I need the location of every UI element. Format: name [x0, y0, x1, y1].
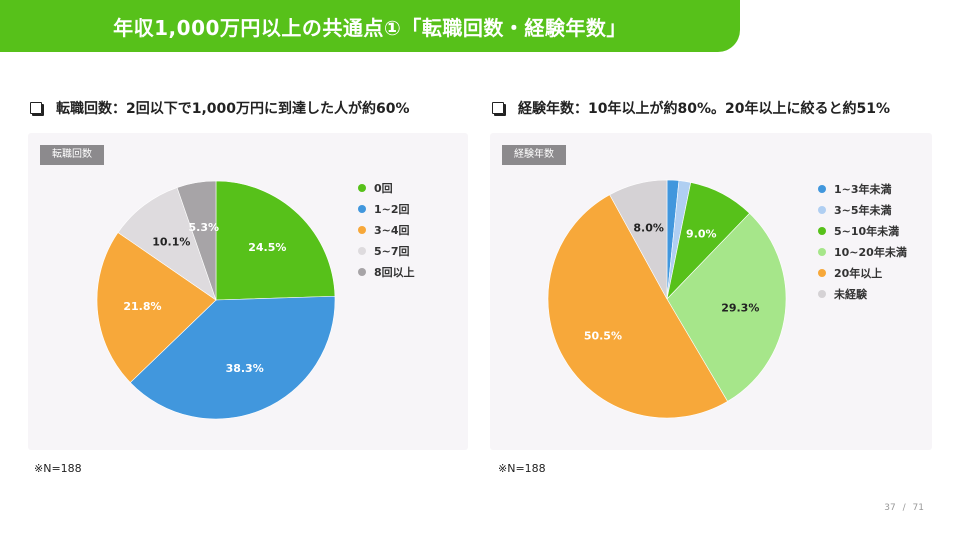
- legend-dot-icon: [358, 246, 366, 255]
- left-heading: 転職回数：2回以下で1,000万円に到達した人が約60%: [30, 98, 410, 118]
- pie-slice: [129, 295, 336, 420]
- legend-dot-icon: [358, 183, 366, 192]
- pie-slice: [666, 212, 787, 402]
- left-panel-tag: 転職回数: [40, 145, 104, 165]
- left-sample-note: ※N=188: [34, 462, 82, 475]
- legend-label: 3~4回: [374, 223, 410, 237]
- legend-item: 1~3年未満: [818, 178, 907, 199]
- legend-label: 8回以上: [374, 265, 415, 279]
- pie-slice: [117, 187, 217, 301]
- pie-slice-label: 50.5%: [584, 330, 622, 343]
- right-panel-tag: 経験年数: [502, 145, 566, 165]
- legend-item: 8回以上: [358, 261, 415, 282]
- legend-label: 5~10年未満: [834, 224, 900, 238]
- legend-label: 1~3年未満: [834, 182, 892, 196]
- pie-slice-label: 8.0%: [633, 222, 664, 235]
- pie-slice-label: 10.1%: [152, 235, 190, 248]
- right-chart-panel: 経験年数 9.0% 29.3% 50.5% 8.0% 1~3年未満 3~5年未満 5~10…: [490, 133, 932, 450]
- page-separator: /: [902, 503, 906, 513]
- page-indicator: 37 / 71: [884, 503, 924, 513]
- page-title: 年収1,000万円以上の共通点①「転職回数・経験年数」: [113, 15, 627, 40]
- page-current: 37: [884, 503, 896, 513]
- pie-slice-label: 5.3%: [189, 221, 220, 234]
- legend-label: 5~7回: [374, 244, 410, 258]
- left-legend: 0回 1~2回 3~4回 5~7回 8回以上: [358, 177, 415, 282]
- left-heading-text: 転職回数：2回以下で1,000万円に到達した人が約60%: [56, 101, 410, 117]
- legend-item: 5~7回: [358, 240, 415, 261]
- checkbox-bullet-icon: [30, 102, 42, 114]
- legend-item: 3~4回: [358, 219, 415, 240]
- legend-dot-icon: [818, 205, 826, 214]
- legend-dot-icon: [358, 225, 366, 234]
- title-bar: 年収1,000万円以上の共通点①「転職回数・経験年数」: [0, 0, 740, 52]
- pie-slice-label: 24.5%: [248, 241, 286, 254]
- pie-slice-label: 9.0%: [686, 228, 717, 241]
- legend-item: 5~10年未満: [818, 220, 907, 241]
- experience-years-pie-chart: 9.0% 29.3% 50.5% 8.0%: [547, 179, 787, 419]
- legend-label: 20年以上: [834, 266, 883, 280]
- legend-label: 未経験: [834, 287, 867, 301]
- checkbox-bullet-icon: [492, 102, 504, 114]
- pie-slice: [609, 179, 668, 300]
- legend-label: 0回: [374, 181, 393, 195]
- right-heading: 経験年数：10年以上が約80%。20年以上に絞ると約51%: [492, 98, 890, 118]
- pie-slice: [547, 194, 728, 419]
- legend-dot-icon: [818, 289, 826, 298]
- legend-label: 3~5年未満: [834, 203, 892, 217]
- legend-dot-icon: [358, 267, 366, 276]
- legend-item: 10~20年未満: [818, 241, 907, 262]
- right-legend: 1~3年未満 3~5年未満 5~10年未満 10~20年未満 20年以上未経験: [818, 178, 907, 304]
- pie-slice: [176, 180, 217, 301]
- legend-dot-icon: [818, 268, 826, 277]
- job-change-pie-chart: 24.5% 38.3% 21.8% 10.1%5.3%: [96, 180, 336, 420]
- legend-dot-icon: [818, 247, 826, 256]
- legend-item: 3~5年未満: [818, 199, 907, 220]
- legend-item: 20年以上: [818, 262, 907, 283]
- pie-slice-label: 29.3%: [721, 302, 759, 315]
- legend-item: 1~2回: [358, 198, 415, 219]
- right-heading-text: 経験年数：10年以上が約80%。20年以上に絞ると約51%: [518, 101, 890, 117]
- legend-dot-icon: [818, 184, 826, 193]
- pie-slice-label: 21.8%: [123, 300, 161, 313]
- pie-slice-label: 38.3%: [226, 362, 264, 375]
- pie-slice: [96, 232, 217, 383]
- legend-item: 未経験: [818, 283, 907, 304]
- legend-label: 10~20年未満: [834, 245, 907, 259]
- left-chart-panel: 転職回数 24.5% 38.3% 21.8% 10.1% 5.3% 0回 1~2回 3~4回…: [28, 133, 468, 450]
- legend-dot-icon: [358, 204, 366, 213]
- right-sample-note: ※N=188: [498, 462, 546, 475]
- legend-dot-icon: [818, 226, 826, 235]
- pie-slice: [215, 180, 336, 301]
- legend-item: 0回: [358, 177, 415, 198]
- legend-label: 1~2回: [374, 202, 410, 216]
- page-total: 71: [912, 503, 924, 513]
